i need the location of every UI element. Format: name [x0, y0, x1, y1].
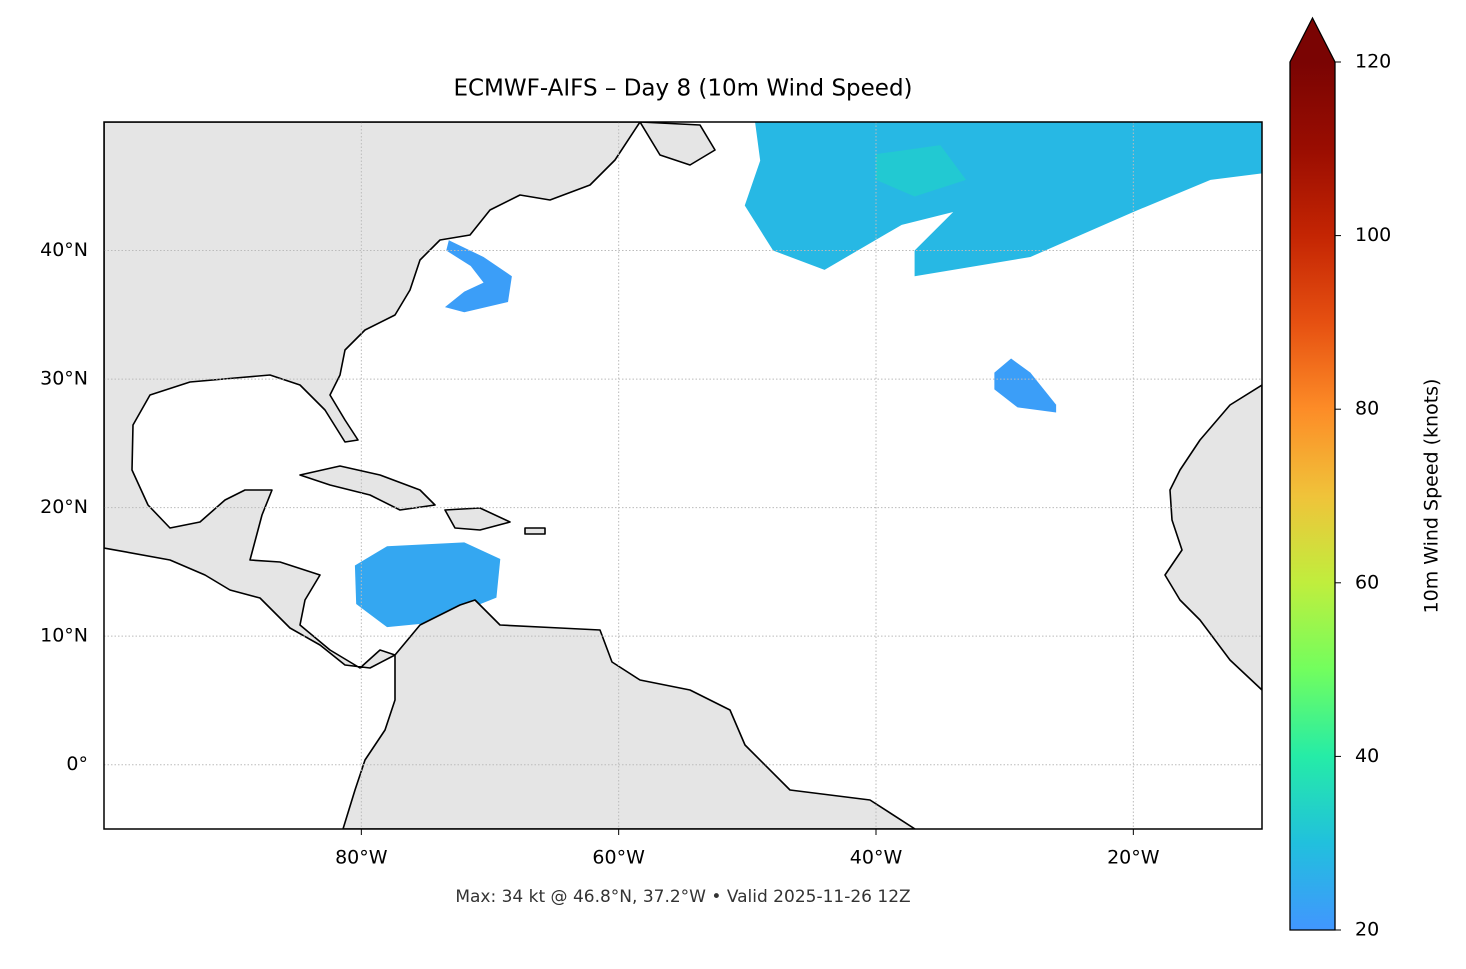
colorbar-outline [1289, 16, 1336, 931]
wind-area [744, 122, 1262, 277]
footer: Max: 34 kt @ 46.8°N, 37.2°W • Valid 2025… [455, 887, 910, 907]
x-tick-label: 60°W [592, 847, 645, 869]
colorbar-tick-label: 100 [1355, 224, 1391, 246]
africa [1164, 384, 1262, 691]
wind-area [994, 358, 1057, 413]
north-america [104, 122, 641, 669]
colorbar-tick-label: 40 [1355, 745, 1379, 767]
map-frame [103, 121, 1263, 830]
y-tick-label: 0° [66, 753, 88, 775]
colorbar-extend [1290, 18, 1335, 62]
y-tick-label: 10°N [40, 625, 88, 647]
land-layer [104, 122, 1262, 829]
hispaniola [444, 507, 511, 531]
y-tick-label: 30°N [40, 368, 88, 390]
colorbar-tick-label: 20 [1355, 919, 1379, 941]
colorbar-tick-label: 120 [1355, 51, 1391, 73]
x-tick-label: 20°W [1107, 847, 1160, 869]
x-tick-label: 40°W [850, 847, 903, 869]
colorbar: 20 40 60 80 100 120 [1289, 16, 1391, 941]
cuba [299, 465, 436, 511]
chart-title: ECMWF-AIFS – Day 8 (10m Wind Speed) [453, 76, 912, 102]
colorbar-tick-label: 80 [1355, 398, 1379, 420]
y-tick-label: 20°N [40, 496, 88, 518]
puerto-rico [524, 527, 546, 535]
newfoundland [639, 122, 716, 166]
grid-layer: 80°W 60°W 40°W 20°W 0° 10°N 20°N 30°N 40°N [40, 122, 1262, 869]
south-america [342, 599, 916, 829]
wind-area [876, 145, 967, 197]
x-tick-label: 80°W [335, 847, 388, 869]
colorbar-body [1290, 62, 1335, 930]
colorbar-label: 10m Wind Speed (knots) [1421, 379, 1443, 614]
wind-area [444, 240, 512, 313]
colorbar-tick-label: 60 [1355, 571, 1379, 593]
y-tick-label: 40°N [40, 239, 88, 261]
